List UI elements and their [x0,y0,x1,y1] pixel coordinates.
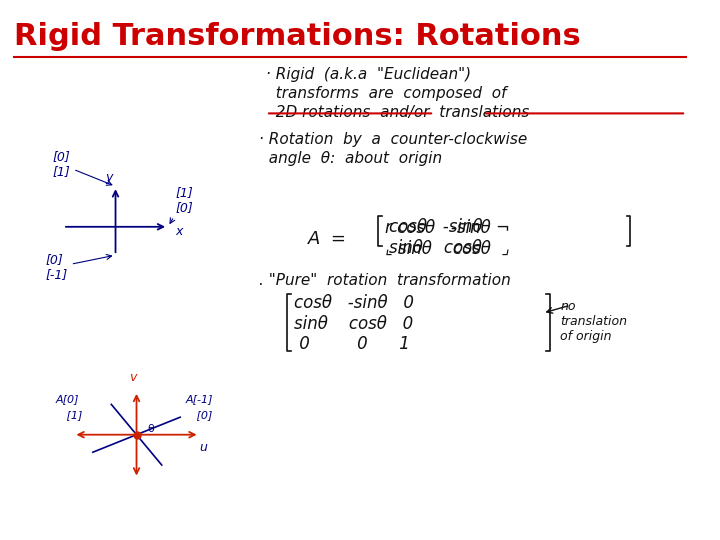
Text: θ: θ [147,424,154,434]
Text: sinθ    cosθ: sinθ cosθ [389,239,482,256]
Text: · Rotation  by  a  counter-clockwise: · Rotation by a counter-clockwise [259,132,527,147]
Text: transforms  are  composed  of: transforms are composed of [266,86,507,102]
Text: sinθ    cosθ   0: sinθ cosθ 0 [294,315,413,333]
Text: 2D rotations  and/or  translations: 2D rotations and/or translations [266,105,529,120]
Text: no
translation
of origin: no translation of origin [560,300,627,343]
Text: cosθ   -sinθ: cosθ -sinθ [389,218,482,235]
Text: A[-1]: A[-1] [186,394,213,404]
Text: 0         0      1: 0 0 1 [294,335,410,353]
Text: x: x [175,225,182,238]
Text: [1]: [1] [56,410,82,421]
Text: Rigid Transformations: Rotations: Rigid Transformations: Rotations [14,22,581,51]
Text: [1]
[0]: [1] [0] [170,186,193,224]
Text: v: v [130,370,137,384]
Text: y: y [105,171,112,184]
Text: [0]
[-1]: [0] [-1] [45,253,112,281]
Text: [0]: [0] [186,410,212,421]
Text: [0]
[1]: [0] [1] [53,151,112,185]
Text: . "Pure"  rotation  transformation: . "Pure" rotation transformation [259,273,510,288]
Text: ⌞ sinθ    cosθ  ⌟: ⌞ sinθ cosθ ⌟ [385,240,509,258]
Text: cosθ   -sinθ   0: cosθ -sinθ 0 [294,294,414,312]
Text: angle  θ:  about  origin: angle θ: about origin [259,151,442,166]
Text: A[0]: A[0] [56,394,79,404]
Text: u: u [199,441,207,454]
Text: A  =: A = [308,230,347,247]
Text: r cosθ   -sinθ ¬: r cosθ -sinθ ¬ [385,219,510,237]
Text: · Rigid  (a.k.a  "Euclidean"): · Rigid (a.k.a "Euclidean") [266,68,471,83]
